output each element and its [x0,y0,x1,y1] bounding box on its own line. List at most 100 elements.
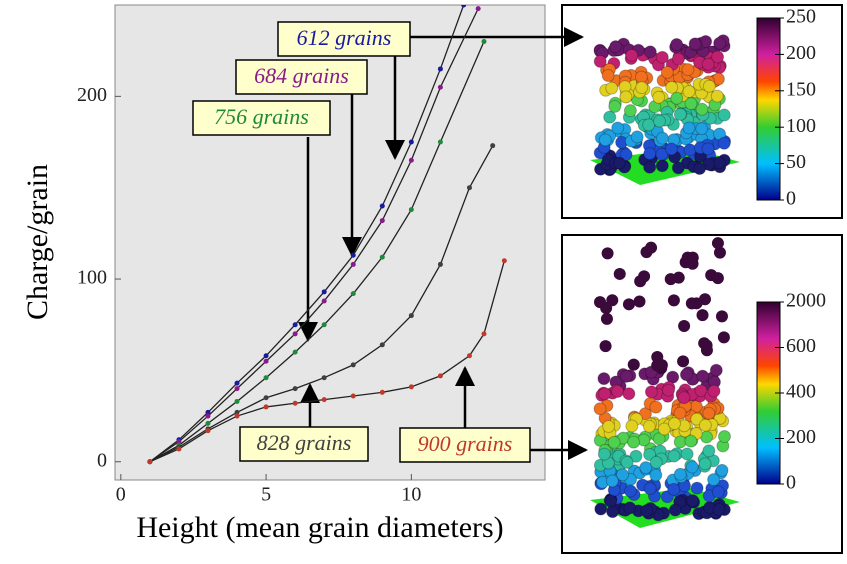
data-point [502,258,507,263]
grain [624,105,636,117]
grain [621,456,633,468]
grain [594,55,606,67]
data-point [322,322,327,327]
grain [678,392,690,404]
grain [608,436,620,448]
grain [602,70,614,82]
figure: Charge/grain Height (mean grain diameter… [0,0,847,559]
grain [662,384,674,396]
data-point [235,386,240,391]
data-point [438,140,443,145]
grain [644,483,656,495]
grain [683,122,695,134]
data-point [409,158,414,163]
colorbar-tick-label: 600 [786,335,816,357]
data-point [351,393,356,398]
colorbar-tick-label: 50 [786,151,806,173]
grain [656,359,668,371]
y-tick-label: 200 [77,84,107,106]
grain [614,268,626,280]
grain [668,483,680,495]
grain [703,80,715,92]
grain [713,157,725,169]
grain [710,364,722,376]
grain [699,293,711,305]
colorbar-tick-label: 100 [786,115,816,137]
series-label: 756 grains [214,104,309,129]
grain [633,296,645,308]
grain [702,143,714,155]
grain [610,41,622,53]
grain [599,388,611,400]
grain [624,502,636,514]
data-point [264,359,269,364]
grain [685,435,697,447]
grain [680,369,692,381]
grain [656,132,668,144]
colorbar-tick-label: 200 [786,426,816,448]
data-point [351,291,356,296]
data-point [438,85,443,90]
data-point [205,421,210,426]
data-point [205,428,210,433]
data-point [322,298,327,303]
colorbar-tick-label: 200 [786,42,816,64]
grain [686,297,698,309]
series-label: 684 grains [254,63,349,88]
grain [708,385,720,397]
data-point [380,255,385,260]
grain [683,86,695,98]
data-point [147,459,152,464]
grain [645,386,657,398]
data-point [235,399,240,404]
data-point [380,390,385,395]
data-point [467,185,472,190]
colorbar-tick-label: 0 [786,472,796,494]
x-axis-label: Height (mean grain diameters) [136,511,503,544]
grain [672,53,684,65]
grain [636,82,648,94]
grain [694,162,706,174]
grain [606,294,618,306]
x-tick-label: 0 [116,484,126,506]
grain [702,58,714,70]
grain [623,298,635,310]
grain [661,66,673,78]
grain [650,456,662,468]
grain [708,474,720,486]
data-point [351,262,356,267]
grain [604,111,616,123]
grain [595,503,607,515]
grain [665,143,677,155]
grain [699,419,711,431]
data-point [351,253,356,258]
grain [669,504,681,516]
data-point [205,414,210,419]
data-point [461,3,466,8]
grain [701,344,713,356]
grain [653,91,665,103]
grain [598,448,610,460]
data-point [409,207,414,212]
grain [607,506,619,518]
grain [605,495,617,507]
grain [668,418,680,430]
grain [712,237,724,249]
grain [712,486,724,498]
data-point [438,373,443,378]
series-label: 612 grains [297,25,392,50]
grain [631,131,643,143]
grain [654,115,666,127]
colorbar-tick-label: 0 [786,188,796,210]
y-axis-label: Charge/grain [21,164,54,320]
data-point [176,446,181,451]
grain [685,98,697,110]
data-point [264,404,269,409]
data-point [481,331,486,336]
y-tick-label: 0 [97,449,107,471]
grain [603,421,615,433]
grain [697,309,709,321]
grain [620,91,632,103]
grain [699,458,711,470]
x-tick-label: 5 [261,484,271,506]
